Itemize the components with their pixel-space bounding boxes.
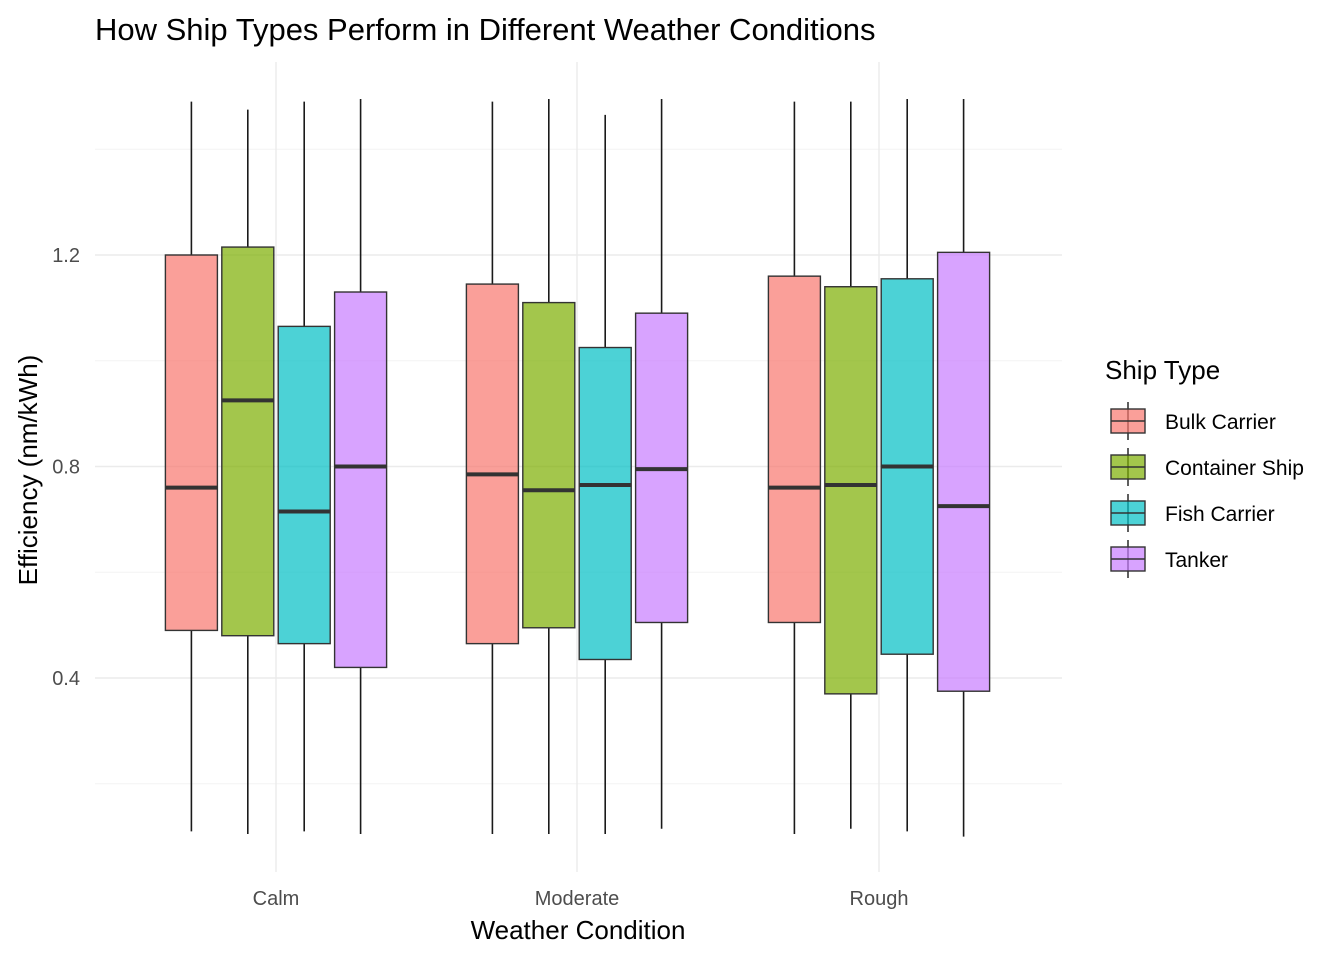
box-bulk-carrier [164,101,219,832]
legend-item: Fish Carrier [1110,494,1275,532]
box-tanker [634,99,689,829]
legend-title: Ship Type [1105,355,1220,385]
box-bulk-carrier [465,101,520,834]
box-body [465,283,520,645]
legend-label: Container Ship [1165,457,1304,480]
box-fish-carrier [578,114,632,834]
box-tanker [333,99,388,834]
chart-title: How Ship Types Perform in Different Weat… [95,12,876,47]
box-container-ship [522,99,576,834]
box-body [522,301,576,629]
legend-item: Tanker [1110,540,1228,578]
box-container-ship [221,109,275,834]
boxes-layer [164,99,991,837]
box-body [936,251,991,692]
legend: Ship Type Bulk Carrier Container Ship Fish… [1105,355,1304,578]
box-body [164,254,219,632]
y-tick-label: 0.4 [52,668,80,690]
y-tick-label: 0.8 [52,457,80,479]
y-axis-title: Efficiency (nm/kWh) [13,355,43,586]
legend-label: Fish Carrier [1165,503,1275,526]
box-container-ship [824,101,878,829]
box-fish-carrier [880,99,934,832]
y-axis-ticks: 0.4 0.8 1.2 [52,245,80,690]
y-tick-label: 1.2 [52,245,80,267]
box-bulk-carrier [767,101,822,834]
box-tanker [936,99,991,837]
legend-label: Tanker [1165,549,1228,572]
x-tick-label: Calm [253,888,300,910]
legend-label: Bulk Carrier [1165,411,1276,434]
box-body [767,275,822,624]
box-body [221,246,275,637]
box-body [578,346,632,661]
legend-item: Bulk Carrier [1110,402,1276,440]
legend-item: Container Ship [1110,448,1304,486]
box-body [333,291,388,669]
box-fish-carrier [277,101,331,832]
box-body [277,325,331,645]
box-body [824,286,878,695]
x-tick-label: Rough [850,888,909,910]
x-axis-title: Weather Condition [471,915,686,945]
x-axis-ticks: Calm Moderate Rough [253,888,909,910]
x-tick-label: Moderate [535,888,620,910]
